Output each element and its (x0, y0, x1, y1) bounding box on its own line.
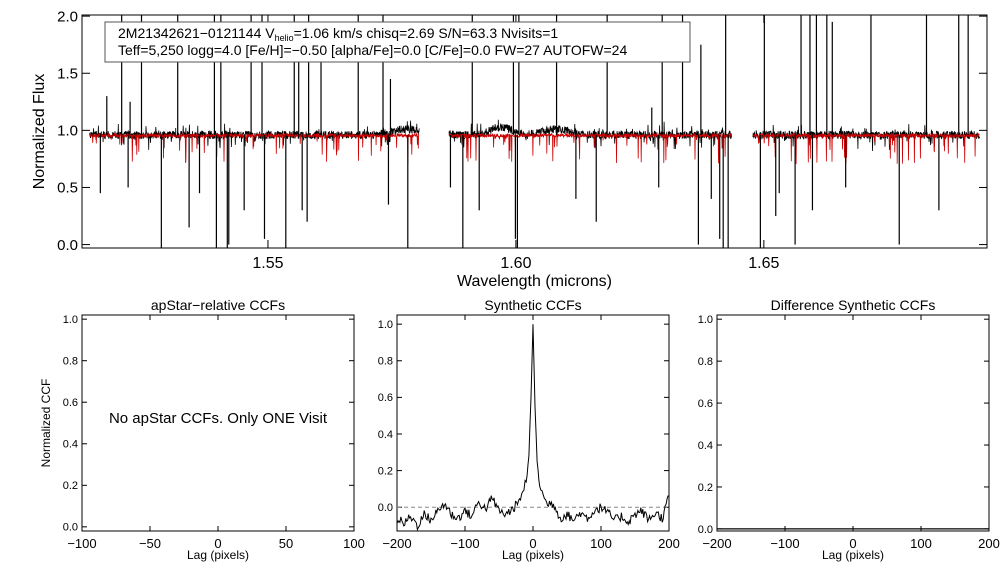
synthetic-xlabel: Lag (pixels) (502, 548, 564, 562)
apstar-message: No apStar CCFs. Only ONE Visit (109, 410, 328, 427)
apstar-xtick-label: −100 (67, 536, 96, 551)
synthetic-xtick-label: −100 (450, 536, 479, 551)
spectrum-xtick-label: 1.60 (500, 255, 531, 272)
difference-xlabel: Lag (pixels) (822, 548, 884, 562)
synthetic-xtick-label: 100 (590, 536, 612, 551)
apstar-axes: −100 −50 0 50 100 0.0 0.2 0.4 0.6 0.8 1.0 Lag (pixe… (39, 297, 365, 562)
annotation-box (104, 21, 691, 63)
difference-title: Difference Synthetic CCFs (771, 297, 936, 313)
difference-ytick-label: 1.0 (698, 314, 713, 326)
apstar-xlabel: Lag (pixels) (187, 548, 249, 562)
difference-xtick-label: 100 (910, 536, 932, 551)
apstar-xtick-label: 0 (214, 536, 221, 551)
spectrum-ytick-label: 1.5 (57, 66, 78, 83)
spectrum-ylabel: Normalized Flux (31, 74, 48, 190)
annotation-line1: 2M21342621−0121144 Vhelio=1.06 km/s chis… (118, 25, 558, 43)
synthetic-axes: −200 −100 0 100 200 0.0 0.2 0.4 0.6 0.8 1.0 Lag (pi… (378, 297, 680, 562)
synthetic-xtick-label: 0 (529, 536, 536, 551)
apstar-ytick-label: 0.2 (63, 480, 78, 492)
difference-ytick-label: 0.2 (698, 482, 713, 494)
synthetic-ytick-label: 0.4 (378, 429, 393, 441)
synthetic-ytick-label: 1.0 (378, 319, 393, 331)
synthetic-frame (396, 314, 670, 532)
spectrum-ytick-label: 0.0 (57, 237, 78, 254)
difference-ytick-label: 0.4 (698, 440, 713, 452)
apstar-xtick-label: 100 (343, 536, 365, 551)
apstar-xtick-label: 50 (279, 536, 293, 551)
apstar-ytick-label: 0.0 (63, 522, 78, 534)
series-model (89, 132, 980, 165)
apstar-xtick-label: −50 (139, 536, 161, 551)
spectrum-axes: 1.55 1.60 1.65 0.0 0.5 1.0 1.5 2.0 Wavelength (m… (31, 8, 988, 290)
difference-xtick-label: 200 (978, 536, 1000, 551)
apstar-ylabel: Normalized CCF (39, 379, 53, 468)
difference-frame (716, 314, 990, 532)
apstar-ytick-label: 1.0 (63, 314, 78, 326)
spectrum-ytick-label: 1.0 (57, 123, 78, 140)
apstar-ytick-label: 0.6 (63, 397, 78, 409)
difference-xtick-label: −100 (770, 536, 799, 551)
synthetic-xtick-label: 200 (658, 536, 680, 551)
difference-xtick-label: −200 (702, 536, 731, 551)
spectrum-xlabel: Wavelength (microns) (457, 273, 612, 290)
apstar-title: apStar−relative CCFs (151, 297, 285, 313)
spectrum-frame (81, 14, 988, 249)
synthetic-xtick-label: −200 (382, 536, 411, 551)
difference-ytick-label: 0.0 (698, 524, 713, 536)
annotation-line1-sub: helio (275, 33, 294, 43)
synthetic-ccf-line (396, 324, 670, 532)
spectrum-xtick-label: 1.65 (748, 255, 779, 272)
apstar-ytick-label: 0.4 (63, 439, 78, 451)
annotation-line1-pre: 2M21342621−0121144 V (118, 25, 275, 41)
synthetic-ytick-label: 0.0 (378, 502, 393, 514)
synthetic-title: Synthetic CCFs (484, 297, 581, 313)
synthetic-ytick-label: 0.8 (378, 356, 393, 368)
annotation-line2: Teff=5,250 logg=4.0 [Fe/H]=−0.50 [alpha/… (118, 42, 627, 58)
difference-ytick-label: 0.6 (698, 398, 713, 410)
difference-axes: −200 −100 0 100 200 0.0 0.2 0.4 0.6 0.8 1.0 Lag (pi… (698, 297, 1000, 562)
difference-ytick-label: 0.8 (698, 356, 713, 368)
difference-xtick-label: 0 (849, 536, 856, 551)
synthetic-ytick-label: 0.2 (378, 465, 393, 477)
annotation-line1-post: =1.06 km/s chisq=2.69 S/N=63.3 Nvisits=1 (294, 25, 559, 41)
spectrum-annotation: 2M21342621−0121144 Vhelio=1.06 km/s chis… (104, 21, 691, 63)
synthetic-ytick-label: 0.6 (378, 392, 393, 404)
apstar-ytick-label: 0.8 (63, 356, 78, 368)
spectrum-xtick-label: 1.55 (252, 255, 283, 272)
spectrum-ytick-label: 0.5 (57, 180, 78, 197)
spectrum-ytick-label: 2.0 (57, 8, 78, 25)
